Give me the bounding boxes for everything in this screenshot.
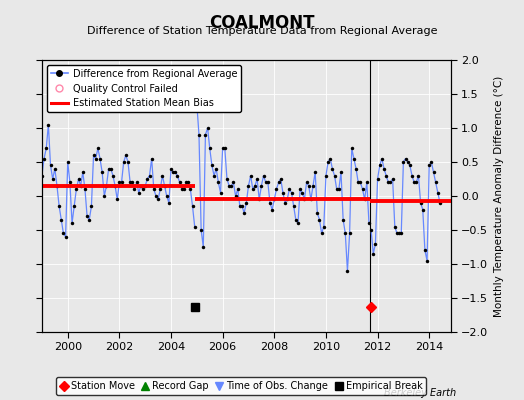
Text: COALMONT: COALMONT: [209, 14, 315, 32]
Text: Difference of Station Temperature Data from Regional Average: Difference of Station Temperature Data f…: [87, 26, 437, 36]
Legend: Station Move, Record Gap, Time of Obs. Change, Empirical Break: Station Move, Record Gap, Time of Obs. C…: [56, 377, 426, 395]
Y-axis label: Monthly Temperature Anomaly Difference (°C): Monthly Temperature Anomaly Difference (…: [494, 75, 504, 317]
Legend: Difference from Regional Average, Quality Control Failed, Estimated Station Mean: Difference from Regional Average, Qualit…: [47, 65, 242, 112]
Text: Berkeley Earth: Berkeley Earth: [384, 388, 456, 398]
